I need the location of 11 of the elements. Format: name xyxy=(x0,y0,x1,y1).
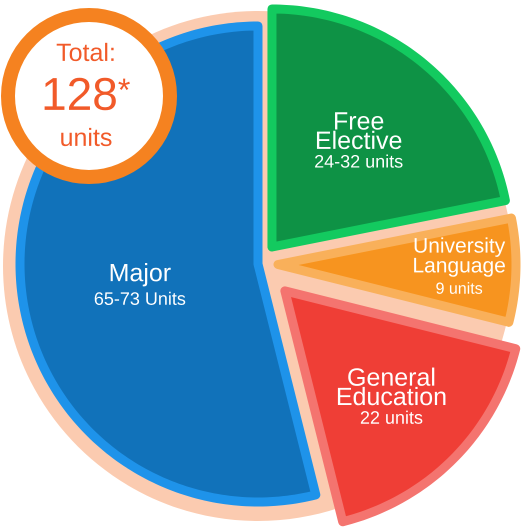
slice-label: General Education xyxy=(338,368,446,406)
text: Total: xyxy=(56,42,114,62)
slice-label: Free Elective xyxy=(316,112,402,150)
data-label: 9 units xyxy=(436,282,482,294)
text: 128$^{*}$ xyxy=(44,78,130,110)
slice-label: University Language xyxy=(414,237,506,277)
text: units xyxy=(61,128,112,146)
data-label: 22 units xyxy=(360,410,422,424)
data-label: 65-73 Units xyxy=(94,292,186,305)
slice-label: Major xyxy=(110,263,171,286)
data-label: 24-32 units xyxy=(315,154,403,168)
